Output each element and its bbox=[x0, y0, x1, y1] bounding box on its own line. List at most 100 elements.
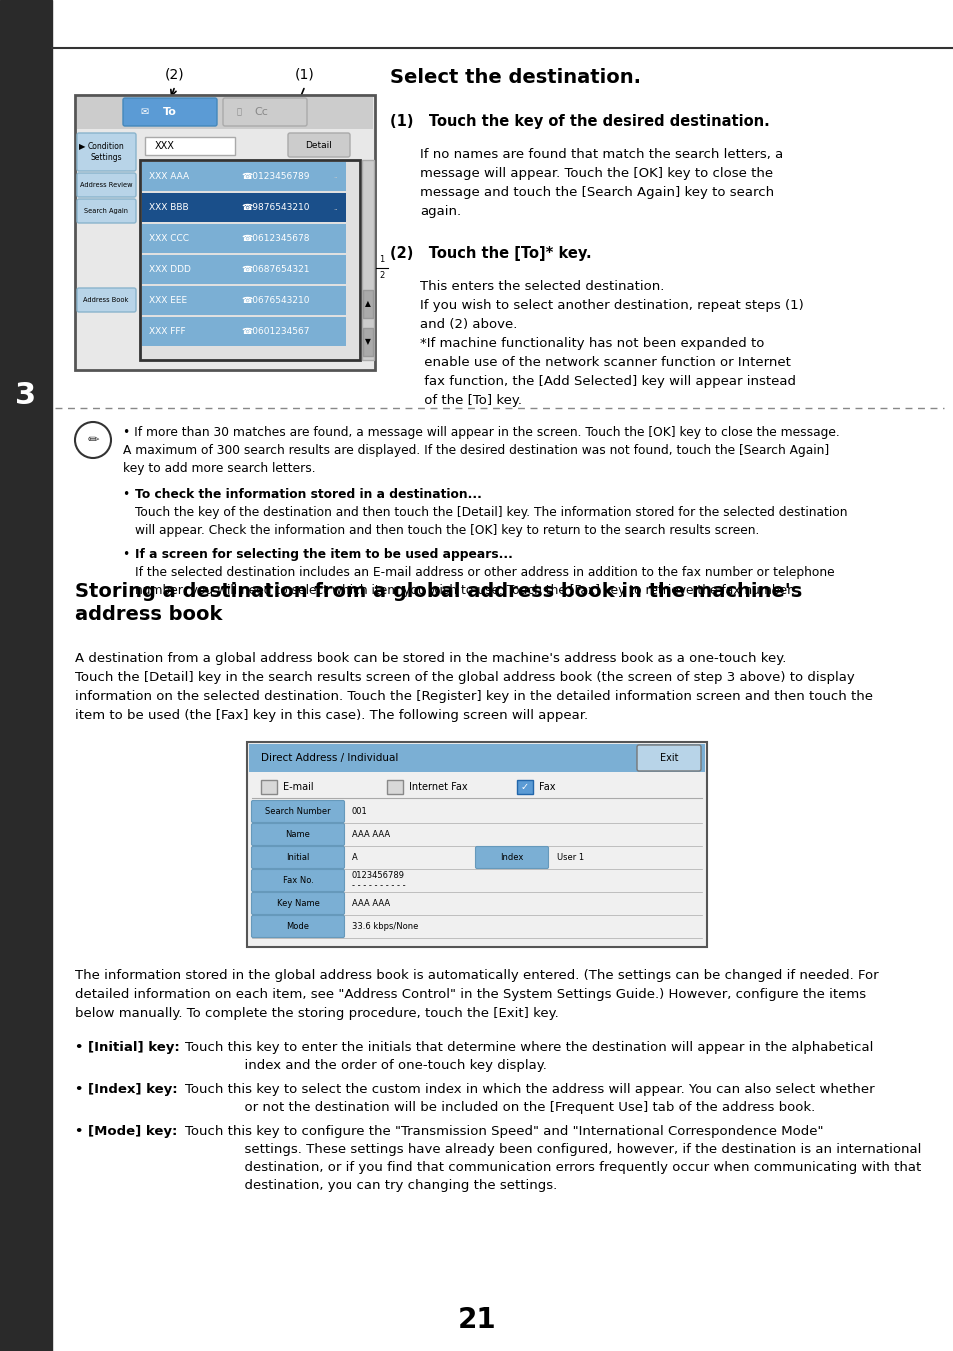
Text: Cc: Cc bbox=[253, 107, 268, 118]
Text: (2)   Touch the [To]* key.: (2) Touch the [To]* key. bbox=[390, 246, 591, 261]
FancyBboxPatch shape bbox=[123, 99, 216, 126]
FancyBboxPatch shape bbox=[252, 916, 344, 938]
Text: ☎0601234567: ☎0601234567 bbox=[241, 327, 309, 336]
FancyBboxPatch shape bbox=[252, 893, 344, 915]
FancyBboxPatch shape bbox=[77, 132, 136, 172]
FancyBboxPatch shape bbox=[252, 870, 344, 892]
Text: XXX DDD: XXX DDD bbox=[149, 265, 191, 274]
FancyBboxPatch shape bbox=[475, 847, 548, 869]
Text: Index: Index bbox=[499, 852, 523, 862]
Bar bbox=[387, 780, 402, 794]
Text: Address Book: Address Book bbox=[83, 297, 129, 303]
FancyBboxPatch shape bbox=[252, 824, 344, 846]
Bar bbox=[142, 193, 346, 222]
Bar bbox=[75, 95, 375, 370]
Text: (1)   Touch the key of the desired destination.: (1) Touch the key of the desired destina… bbox=[390, 113, 769, 128]
Text: • [Index] key:: • [Index] key: bbox=[75, 1084, 177, 1096]
Text: 2: 2 bbox=[379, 272, 384, 281]
Text: ☎0676543210: ☎0676543210 bbox=[241, 296, 309, 305]
Text: ..: .. bbox=[334, 173, 337, 180]
Text: Search Number: Search Number bbox=[265, 807, 331, 816]
Text: • [Initial] key:: • [Initial] key: bbox=[75, 1042, 179, 1054]
Text: 3: 3 bbox=[15, 381, 36, 409]
Text: XXX EEE: XXX EEE bbox=[149, 296, 187, 305]
Text: ☎0687654321: ☎0687654321 bbox=[241, 265, 309, 274]
Text: ▲: ▲ bbox=[365, 300, 371, 308]
Text: Direct Address / Individual: Direct Address / Individual bbox=[261, 753, 398, 763]
Text: Condition
Settings: Condition Settings bbox=[88, 142, 124, 162]
Text: AAA AAA: AAA AAA bbox=[352, 898, 390, 908]
Text: To check the information stored in a destination...: To check the information stored in a des… bbox=[135, 488, 481, 501]
Text: If a screen for selecting the item to be used appears...: If a screen for selecting the item to be… bbox=[135, 549, 513, 561]
Text: •: • bbox=[123, 488, 134, 501]
Bar bbox=[142, 224, 346, 253]
Bar bbox=[145, 136, 234, 155]
FancyBboxPatch shape bbox=[77, 173, 136, 197]
Text: A destination from a global address book can be stored in the machine's address : A destination from a global address book… bbox=[75, 653, 872, 721]
Text: ✉: ✉ bbox=[140, 107, 148, 118]
Text: If the selected destination includes an E-mail address or other address in addit: If the selected destination includes an … bbox=[135, 566, 834, 597]
Bar bbox=[0, 0, 52, 1351]
Text: Touch this key to select the custom index in which the address will appear. You : Touch this key to select the custom inde… bbox=[185, 1084, 874, 1115]
Bar bbox=[517, 780, 533, 794]
Text: 21: 21 bbox=[457, 1306, 496, 1333]
FancyBboxPatch shape bbox=[223, 99, 307, 126]
Text: 1: 1 bbox=[379, 255, 384, 265]
Text: AAA AAA: AAA AAA bbox=[352, 830, 390, 839]
Text: Storing a destination from a global address book in the machine's
address book: Storing a destination from a global addr… bbox=[75, 582, 801, 624]
Text: The information stored in the global address book is automatically entered. (The: The information stored in the global add… bbox=[75, 969, 878, 1020]
Text: ✏: ✏ bbox=[87, 434, 99, 447]
FancyBboxPatch shape bbox=[252, 847, 344, 869]
Text: Select the destination.: Select the destination. bbox=[390, 68, 640, 86]
Bar bbox=[249, 744, 704, 771]
Text: (2): (2) bbox=[165, 68, 185, 82]
Text: XXX BBB: XXX BBB bbox=[149, 203, 189, 212]
Text: ▶: ▶ bbox=[79, 142, 86, 151]
Text: Fax No.: Fax No. bbox=[282, 875, 314, 885]
Text: User 1: User 1 bbox=[557, 852, 583, 862]
Text: ☎0612345678: ☎0612345678 bbox=[241, 234, 309, 243]
Text: ..: .. bbox=[334, 204, 337, 211]
Text: Touch the key of the destination and then touch the [Detail] key. The informatio: Touch the key of the destination and the… bbox=[135, 507, 846, 536]
Text: 🖳: 🖳 bbox=[236, 108, 242, 116]
Text: Exit: Exit bbox=[659, 753, 678, 763]
Text: Initial: Initial bbox=[286, 852, 310, 862]
Text: ☎9876543210: ☎9876543210 bbox=[241, 203, 309, 212]
Text: 0123456789
- - - - - - - - - -: 0123456789 - - - - - - - - - - bbox=[352, 871, 405, 890]
Bar bbox=[142, 317, 346, 346]
Text: ▼: ▼ bbox=[365, 338, 371, 346]
Text: Touch this key to enter the initials that determine where the destination will a: Touch this key to enter the initials tha… bbox=[185, 1042, 872, 1071]
Text: E-mail: E-mail bbox=[283, 782, 314, 792]
Text: Name: Name bbox=[285, 830, 310, 839]
Text: XXX CCC: XXX CCC bbox=[149, 234, 189, 243]
FancyBboxPatch shape bbox=[77, 199, 136, 223]
Text: • If more than 30 matches are found, a message will appear in the screen. Touch : • If more than 30 matches are found, a m… bbox=[123, 426, 839, 476]
Bar bbox=[363, 290, 373, 317]
Bar bbox=[142, 255, 346, 284]
FancyBboxPatch shape bbox=[252, 801, 344, 823]
Bar bbox=[361, 159, 374, 359]
Text: •: • bbox=[123, 549, 134, 561]
Text: Key Name: Key Name bbox=[276, 898, 319, 908]
FancyBboxPatch shape bbox=[637, 744, 700, 771]
Bar bbox=[363, 328, 373, 357]
Bar bbox=[77, 97, 373, 128]
Text: ☎0123456789: ☎0123456789 bbox=[241, 172, 309, 181]
Text: (1): (1) bbox=[294, 68, 314, 82]
Text: 001: 001 bbox=[352, 807, 367, 816]
Text: XXX FFF: XXX FFF bbox=[149, 327, 186, 336]
Text: XXX AAA: XXX AAA bbox=[149, 172, 189, 181]
Text: Detail: Detail bbox=[305, 141, 332, 150]
Text: Fax: Fax bbox=[538, 782, 555, 792]
Text: ✓: ✓ bbox=[520, 782, 529, 792]
Bar bbox=[142, 286, 346, 315]
Text: Internet Fax: Internet Fax bbox=[409, 782, 467, 792]
Text: XXX: XXX bbox=[154, 141, 174, 151]
Bar bbox=[261, 780, 276, 794]
FancyBboxPatch shape bbox=[288, 132, 350, 157]
Text: Touch this key to configure the "Transmission Speed" and "International Correspo: Touch this key to configure the "Transmi… bbox=[185, 1125, 921, 1192]
Text: Search Again: Search Again bbox=[84, 208, 128, 213]
Text: To: To bbox=[163, 107, 176, 118]
Bar bbox=[247, 742, 706, 947]
Bar bbox=[142, 162, 346, 190]
